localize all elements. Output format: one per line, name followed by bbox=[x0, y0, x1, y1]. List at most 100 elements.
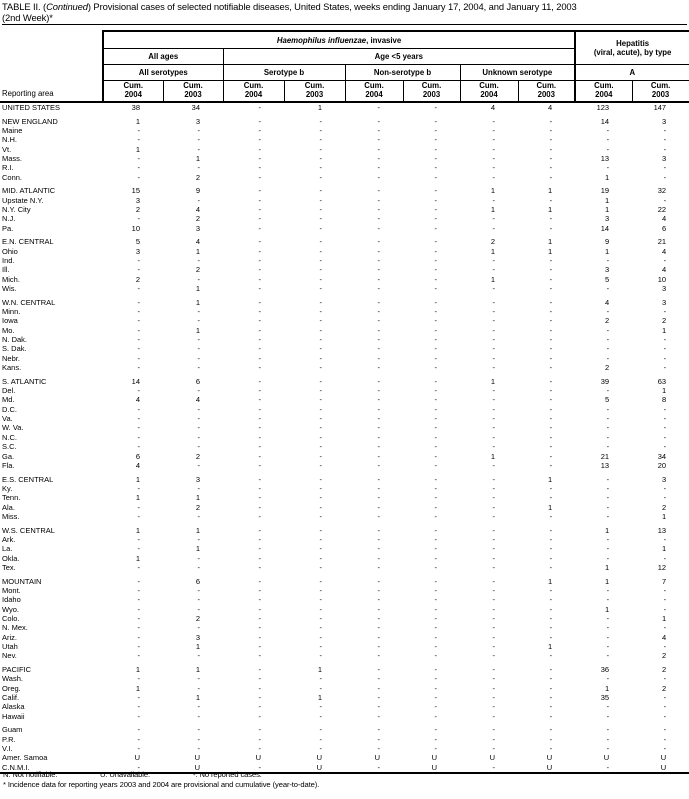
table-row: Ark. - - - - - - - - - - bbox=[0, 535, 689, 544]
value-cell: - bbox=[319, 604, 323, 614]
value-cell: - bbox=[319, 674, 323, 684]
value-cell: - bbox=[258, 316, 262, 326]
value-cell: - bbox=[377, 335, 381, 345]
value-cell: - bbox=[197, 442, 201, 452]
value-cell: - bbox=[319, 125, 323, 135]
reporting-area-cell: Mich. bbox=[2, 274, 20, 284]
value-cell: - bbox=[663, 734, 667, 744]
title-line2: (2nd Week)* bbox=[2, 12, 53, 23]
value-cell: - bbox=[258, 297, 262, 307]
value-cell: - bbox=[258, 562, 262, 572]
value-cell: - bbox=[663, 711, 667, 721]
value-cell: - bbox=[137, 316, 141, 326]
value-cell: - bbox=[549, 325, 553, 335]
legend-not-notifiable: N: Not notifiable. bbox=[3, 770, 58, 779]
value-cell: 1 bbox=[135, 116, 140, 126]
value-cell: - bbox=[137, 562, 141, 572]
value-cell: - bbox=[258, 474, 262, 484]
value-cell: - bbox=[258, 125, 262, 135]
value-cell: - bbox=[434, 363, 438, 373]
value-cell: - bbox=[319, 493, 323, 503]
table-row: Colo. - 2 - - - - - - - 1 bbox=[0, 614, 689, 623]
value-cell: - bbox=[319, 325, 323, 335]
value-cell: - bbox=[549, 144, 553, 154]
value-cell: - bbox=[319, 116, 323, 126]
value-cell: - bbox=[258, 256, 262, 266]
reporting-area-cell: Pa. bbox=[2, 223, 14, 233]
table-row: Kans. - - - - - - - - 2 - bbox=[0, 363, 689, 372]
value-cell: - bbox=[137, 702, 141, 712]
value-cell: - bbox=[606, 256, 610, 266]
cum-year-header: Cum. 2004 bbox=[460, 80, 519, 103]
value-cell: - bbox=[377, 274, 381, 284]
value-cell: - bbox=[377, 511, 381, 521]
reporting-area-cell: UNITED STATES bbox=[2, 103, 61, 112]
value-cell: - bbox=[258, 604, 262, 614]
table-row: Mich. 2 - - - - - 1 - 5 10 bbox=[0, 275, 689, 284]
value-cell: - bbox=[377, 395, 381, 405]
value-cell: - bbox=[258, 651, 262, 661]
value-cell: 3 bbox=[135, 195, 140, 205]
value-cell: - bbox=[434, 214, 438, 224]
value-cell: 4 bbox=[661, 632, 667, 642]
value-cell: 3 bbox=[661, 297, 667, 307]
value-cell: 15 bbox=[131, 186, 140, 196]
reporting-area-cell: Calif. bbox=[2, 692, 20, 702]
value-cell: - bbox=[434, 172, 438, 182]
value-cell: - bbox=[377, 223, 381, 233]
value-cell: - bbox=[319, 376, 323, 386]
value-cell: - bbox=[434, 651, 438, 661]
value-cell: - bbox=[549, 386, 553, 396]
value-cell: - bbox=[549, 265, 553, 275]
value-cell: - bbox=[606, 544, 610, 554]
value-cell: - bbox=[137, 576, 141, 586]
value-cell: - bbox=[663, 414, 667, 424]
value-cell: - bbox=[606, 534, 610, 544]
value-cell: - bbox=[549, 316, 553, 326]
value-cell: 5 bbox=[135, 237, 140, 247]
value-cell: - bbox=[377, 325, 381, 335]
value-cell: U bbox=[284, 762, 345, 775]
value-cell: 5 bbox=[604, 395, 610, 405]
value-cell: - bbox=[223, 762, 284, 775]
table-row: E.S. CENTRAL 1 3 - - - - - 1 - 3 bbox=[0, 475, 689, 484]
value-cell: 1 bbox=[317, 664, 322, 674]
value-cell: 34 bbox=[657, 451, 667, 461]
value-cell: 34 bbox=[191, 103, 200, 112]
value-cell: - bbox=[377, 316, 381, 326]
value-cell: - bbox=[319, 511, 323, 521]
reporting-area-header: Reporting area bbox=[0, 31, 104, 103]
table-row: Va. - - - - - - - - - - bbox=[0, 414, 689, 423]
value-cell: - bbox=[377, 664, 381, 674]
table-row: Ala. - 2 - - - - - 1 - 2 bbox=[0, 503, 689, 512]
value-cell: - bbox=[434, 144, 438, 154]
table-row: S. Dak. - - - - - - - - - - bbox=[0, 344, 689, 353]
value-cell: 14 bbox=[600, 223, 610, 233]
value-cell: 2 bbox=[135, 274, 140, 284]
value-cell: - bbox=[492, 511, 496, 521]
value-cell: - bbox=[319, 297, 323, 307]
value-cell: - bbox=[434, 265, 438, 275]
cum-year-header: Cum. 2003 bbox=[403, 80, 461, 103]
footnote-legend: N: Not notifiable. U: Unavailable. -: No r… bbox=[3, 770, 686, 780]
value-cell: 1 bbox=[604, 683, 610, 693]
value-cell: - bbox=[434, 474, 438, 484]
value-cell: - bbox=[377, 376, 381, 386]
subgroup-header: A bbox=[575, 64, 689, 81]
value-cell: - bbox=[197, 307, 201, 317]
table-row: Calif. - 1 - 1 - - - - 35 - bbox=[0, 693, 689, 702]
value-cell: - bbox=[137, 544, 141, 554]
value-cell: - bbox=[492, 585, 496, 595]
value-cell: - bbox=[258, 404, 262, 414]
value-cell: - bbox=[492, 353, 496, 363]
value-cell: 10 bbox=[657, 274, 667, 284]
value-cell: - bbox=[549, 651, 553, 661]
value-cell: - bbox=[197, 743, 201, 753]
hepatitis-group-header: Hepatitis (viral, acute), by type bbox=[575, 30, 689, 65]
reporting-area-cell: S. Dak. bbox=[2, 344, 27, 354]
value-cell: - bbox=[319, 265, 323, 275]
value-cell: - bbox=[492, 576, 496, 586]
footnotes: N: Not notifiable. U: Unavailable. -: No r… bbox=[3, 770, 686, 789]
value-cell: - bbox=[377, 116, 381, 126]
value-cell: - bbox=[258, 353, 262, 363]
